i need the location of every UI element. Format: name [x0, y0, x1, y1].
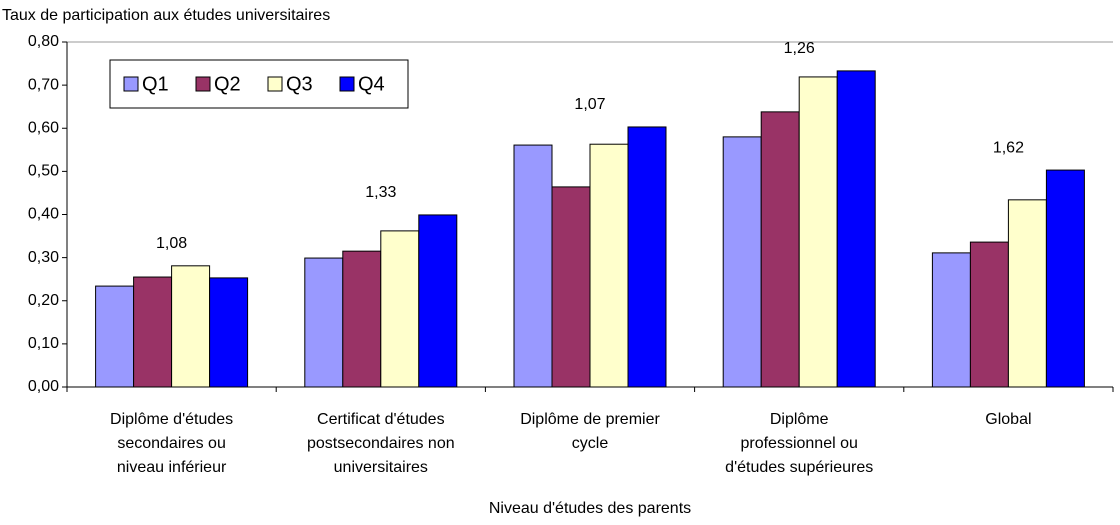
legend-label: Q3 [286, 73, 313, 95]
y-tick-label: 0,10 [28, 335, 59, 352]
x-tick-label: Diplôme d'études [110, 411, 233, 428]
annotation: 1,26 [784, 40, 815, 57]
bar [722, 136, 762, 388]
x-tick-label: universitaires [334, 459, 428, 476]
x-tick-label: secondaires ou [117, 435, 226, 452]
bar [760, 111, 800, 388]
legend-swatch [195, 76, 211, 92]
legend-swatch [267, 76, 283, 92]
bar [1007, 199, 1047, 388]
bar [931, 252, 971, 388]
bar [627, 126, 667, 388]
x-tick-label: d'études supérieures [725, 459, 873, 476]
annotation: 1,08 [156, 235, 187, 252]
bar [798, 76, 838, 388]
x-tick-label: postsecondaires non [307, 435, 455, 452]
bar [342, 250, 382, 388]
y-tick-label: 0,80 [28, 33, 59, 50]
annotation: 1,33 [365, 184, 396, 201]
y-tick-label: 0,40 [28, 206, 59, 223]
bar [969, 241, 1009, 388]
y-tick-label: 0,70 [28, 76, 59, 93]
bar [133, 276, 173, 388]
x-tick-label: niveau inférieur [117, 459, 227, 476]
x-tick-label: Diplôme [770, 411, 829, 428]
bar [551, 186, 591, 388]
legend-swatch [123, 76, 139, 92]
bar [589, 143, 629, 388]
y-tick-label: 0,00 [28, 378, 59, 395]
x-tick-label: cycle [572, 435, 609, 452]
x-tick-label: Global [985, 411, 1031, 428]
legend-swatch [339, 76, 355, 92]
bar [513, 144, 553, 388]
x-tick-label: Diplôme de premier [520, 411, 660, 428]
legend-box [109, 59, 409, 109]
bar [418, 214, 458, 388]
y-tick-label: 0,30 [28, 249, 59, 266]
x-tick-label: Certificat d'études [317, 411, 445, 428]
legend-label: Q1 [142, 73, 169, 95]
legend-label: Q2 [214, 73, 241, 95]
y-tick-label: 0,60 [28, 119, 59, 136]
chart-title: Taux de participation aux études univers… [2, 7, 330, 24]
annotation: 1,62 [993, 139, 1024, 156]
bar [1045, 169, 1085, 388]
bar [380, 230, 420, 388]
bar [171, 265, 211, 388]
legend-label: Q4 [358, 73, 385, 95]
bar [304, 257, 344, 388]
bar [209, 277, 249, 388]
annotation: 1,07 [574, 96, 605, 113]
y-tick-label: 0,50 [28, 163, 59, 180]
y-tick-label: 0,20 [28, 292, 59, 309]
bar [95, 285, 135, 388]
x-tick-label: professionnel ou [740, 435, 857, 452]
x-axis-label: Niveau d'études des parents [489, 500, 691, 517]
bar [836, 70, 876, 388]
